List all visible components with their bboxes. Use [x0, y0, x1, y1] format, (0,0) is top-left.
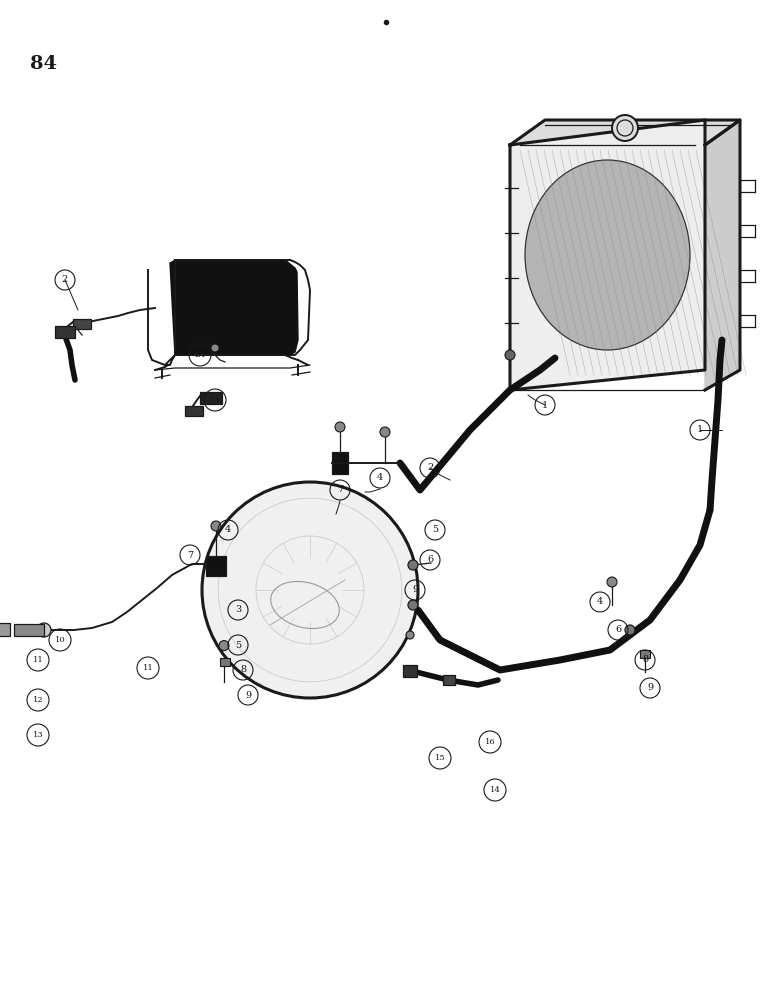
Circle shape — [408, 560, 418, 570]
Bar — [640, 650, 650, 658]
Circle shape — [607, 577, 617, 587]
Text: 6: 6 — [615, 626, 621, 635]
Bar — [185, 406, 203, 416]
Text: 9: 9 — [647, 684, 653, 692]
Circle shape — [37, 623, 51, 637]
Circle shape — [612, 115, 638, 141]
Circle shape — [408, 600, 418, 610]
Bar — [220, 658, 230, 666]
Text: 14: 14 — [209, 396, 221, 404]
Text: 4: 4 — [225, 526, 231, 534]
Text: 1A: 1A — [195, 351, 205, 359]
Ellipse shape — [525, 160, 690, 350]
Text: 4: 4 — [597, 597, 603, 606]
Bar — [200, 392, 222, 404]
Text: 13: 13 — [32, 731, 43, 739]
Text: 9: 9 — [412, 585, 418, 594]
Circle shape — [211, 521, 221, 531]
Text: 5: 5 — [432, 526, 438, 534]
Text: 5: 5 — [235, 641, 241, 650]
Circle shape — [505, 350, 515, 360]
Bar — [0, 623, 10, 636]
Text: 11: 11 — [143, 664, 154, 672]
Text: 7: 7 — [337, 486, 343, 494]
Text: 11: 11 — [32, 656, 43, 664]
Text: 15: 15 — [435, 754, 445, 762]
Bar — [206, 556, 226, 576]
Text: 14: 14 — [489, 786, 500, 794]
Bar — [332, 452, 348, 474]
Bar — [14, 624, 44, 636]
Text: 1: 1 — [697, 426, 703, 434]
Text: 7: 7 — [187, 550, 193, 560]
Text: 9: 9 — [245, 690, 251, 700]
Circle shape — [625, 625, 635, 635]
Circle shape — [202, 482, 418, 698]
Text: 3: 3 — [235, 605, 241, 614]
Circle shape — [335, 422, 345, 432]
Text: 4: 4 — [377, 474, 383, 483]
Bar — [443, 675, 455, 685]
Text: 84: 84 — [30, 55, 57, 73]
Bar — [55, 326, 75, 338]
Text: 6: 6 — [427, 556, 433, 564]
Text: 16: 16 — [485, 738, 496, 746]
Circle shape — [211, 344, 219, 352]
Text: 1: 1 — [542, 400, 548, 410]
Text: 10: 10 — [55, 636, 66, 644]
Text: 12: 12 — [32, 696, 43, 704]
Circle shape — [406, 631, 414, 639]
Text: 8: 8 — [240, 666, 246, 674]
Polygon shape — [510, 120, 740, 145]
Polygon shape — [510, 120, 705, 390]
Polygon shape — [170, 260, 298, 355]
Text: 8: 8 — [642, 656, 648, 664]
Circle shape — [219, 641, 229, 651]
Text: 2: 2 — [427, 464, 433, 473]
Circle shape — [380, 427, 390, 437]
Bar — [73, 319, 91, 329]
Text: 2: 2 — [62, 275, 68, 284]
Bar — [403, 665, 417, 677]
Polygon shape — [705, 120, 740, 390]
